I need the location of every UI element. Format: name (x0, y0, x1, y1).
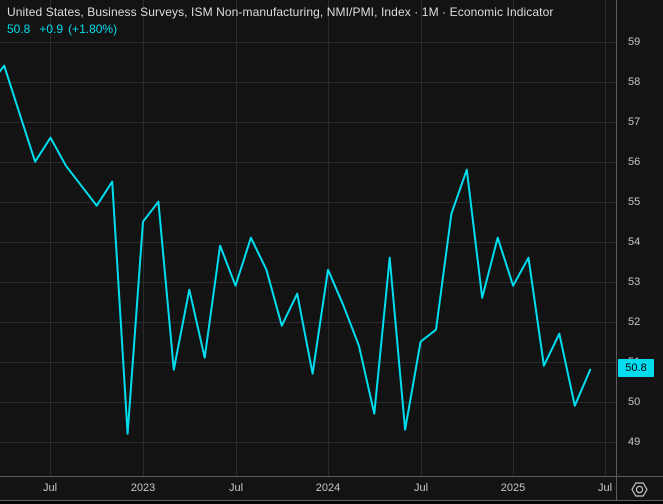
time-scale-label: Jul (228, 482, 244, 494)
price-scale-label: 56 (628, 155, 641, 168)
price-scale-label: 58 (628, 75, 641, 88)
time-scale-label: 2025 (500, 482, 526, 494)
price-scale-label: 59 (628, 35, 641, 48)
time-scale-label: 2023 (130, 482, 156, 494)
legend: United States, Business Surveys, ISM Non… (7, 5, 553, 36)
gear-hexagon (631, 482, 648, 497)
price-scale-label: 53 (628, 275, 641, 288)
gear-icon[interactable] (630, 480, 649, 499)
price-scale[interactable]: 5958575655545352515049 (617, 0, 663, 476)
symbol-title[interactable]: United States, Business Surveys, ISM Non… (7, 5, 554, 19)
price-scale-label: 54 (628, 235, 641, 248)
gear-hole (635, 485, 644, 494)
time-scale[interactable]: Jul 2023 Jul 2024 Jul 2025 Jul (0, 477, 616, 500)
last-price-label: 50.8 (618, 359, 654, 378)
time-scale-label: Jul (413, 482, 429, 494)
price-line-series (0, 64, 592, 435)
change-value: +0.9 (39, 22, 64, 36)
last-value: 50.8 (7, 22, 31, 36)
change-percent: (+1.80%) (68, 22, 118, 36)
price-scale-label: 57 (628, 115, 641, 128)
time-scale-label: 2024 (315, 482, 341, 494)
time-scale-label: Jul (42, 482, 58, 494)
time-scale-label: Jul (597, 482, 613, 494)
price-scale-label: 50 (628, 395, 641, 408)
price-scale-label: 49 (628, 435, 641, 448)
legend-values: 50.8 +0.9 (+1.80%) (7, 22, 553, 36)
price-scale-label: 55 (628, 195, 641, 208)
price-scale-label: 52 (628, 315, 641, 328)
bottom-edge (0, 501, 663, 504)
